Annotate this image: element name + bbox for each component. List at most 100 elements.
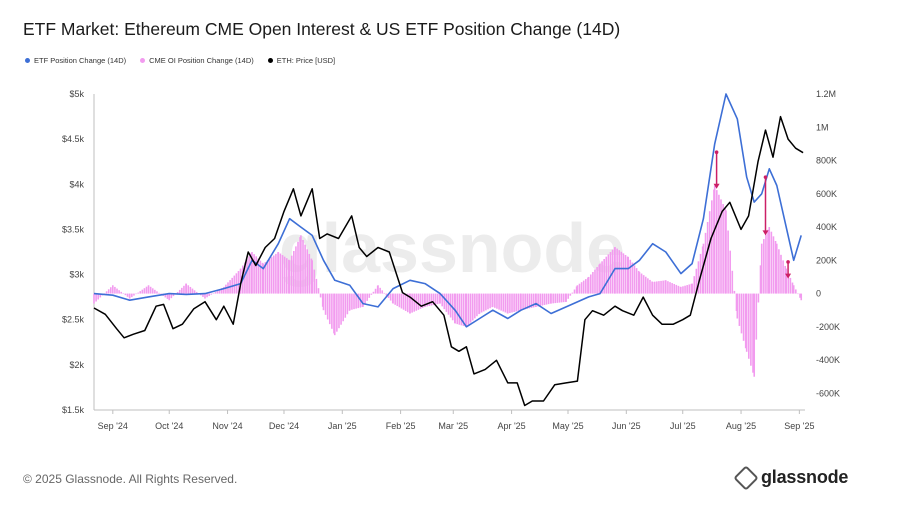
cme-oi-bar [333, 293, 336, 336]
cme-oi-bar [722, 204, 724, 294]
cme-oi-bar [413, 293, 415, 312]
cme-oi-bar [587, 276, 590, 294]
cme-oi-bar [775, 243, 778, 294]
cme-oi-bar [780, 254, 782, 294]
cme-oi-bar [202, 293, 204, 297]
cme-oi-bar [556, 293, 559, 303]
cme-oi-bar [736, 293, 739, 319]
cme-oi-bar [550, 293, 552, 304]
cme-oi-bar [319, 293, 322, 298]
cme-oi-bar [480, 293, 483, 313]
cme-oi-bar [331, 293, 333, 329]
cme-oi-bar [392, 293, 394, 304]
cme-oi-bar [151, 288, 154, 294]
cme-oi-bar [381, 290, 384, 294]
annotation-arrow-head [762, 230, 769, 236]
cme-oi-bar [131, 293, 133, 298]
cme-oi-bar [283, 256, 286, 294]
x-tick-label: Sep '24 [98, 421, 128, 431]
cme-oi-bar [740, 293, 743, 334]
cme-oi-bar [220, 288, 223, 294]
cme-oi-bar [467, 293, 470, 325]
cme-oi-bar [462, 293, 465, 326]
cme-oi-bar [235, 273, 238, 294]
cme-oi-bar [738, 293, 741, 326]
cme-oi-bar [785, 268, 787, 294]
cme-oi-bar [338, 293, 340, 329]
cme-oi-bar [326, 293, 329, 320]
cme-oi-bar [772, 236, 775, 294]
legend-item-eth[interactable]: ETH: Price [USD] [267, 56, 335, 65]
x-tick-label: Nov '24 [212, 421, 242, 431]
cme-oi-bar [504, 293, 507, 313]
cme-oi-bar [396, 293, 399, 307]
cme-oi-bar [750, 293, 752, 366]
cme-oi-bar [671, 283, 673, 294]
cme-oi-bar [195, 291, 198, 294]
cme-oi-bar [680, 286, 682, 294]
cme-oi-bar [95, 293, 97, 302]
etf-position-line [93, 93, 802, 328]
cme-oi-bar [185, 283, 187, 294]
cme-oi-bar [357, 293, 360, 309]
cme-oi-bar [128, 293, 131, 299]
cme-oi-bar [366, 293, 368, 301]
cme-oi-bar [599, 263, 601, 294]
watermark-text: glassnode [279, 209, 625, 287]
cme-oi-bar [708, 211, 711, 294]
cme-oi-bar [336, 293, 338, 332]
cme-oi-bar [633, 265, 636, 294]
cme-oi-bar [214, 292, 217, 294]
cme-oi-bar [765, 234, 767, 294]
cme-oi-bar [304, 244, 306, 294]
cme-oi-bar [596, 267, 598, 294]
cme-oi-bar [279, 253, 282, 294]
cme-oi-bar [616, 248, 618, 294]
cme-oi-bar [187, 285, 190, 294]
cme-oi-bar [482, 293, 485, 312]
legend-item-etf[interactable]: ETF Position Change (14D) [25, 56, 126, 65]
cme-oi-bar [513, 293, 515, 312]
cme-oi-bar [524, 293, 526, 310]
y-left-tick-label: $2.5k [62, 315, 85, 325]
legend-item-cme[interactable]: CME OI Position Change (14D) [140, 56, 254, 65]
cme-oi-bar [297, 241, 299, 294]
cme-oi-bar [605, 256, 608, 294]
cme-oi-bar [753, 293, 756, 377]
cme-oi-bar [355, 293, 357, 309]
cme-oi-bar [469, 293, 472, 323]
cme-oi-bar [218, 289, 221, 294]
cme-oi-bar [259, 260, 262, 294]
cme-oi-bar [644, 276, 647, 294]
cme-oi-bar [379, 287, 381, 294]
cme-oi-bar [759, 265, 762, 294]
legend-label-etf: ETF Position Change (14D) [34, 56, 127, 65]
cme-oi-bar [406, 293, 409, 313]
cme-oi-bar [389, 293, 392, 301]
cme-oi-bar [675, 284, 678, 294]
cme-oi-bar [778, 249, 780, 294]
cme-oi-bar [170, 293, 173, 299]
cme-oi-bar [742, 293, 745, 341]
cme-oi-bar [441, 293, 443, 307]
cme-oi-bar [635, 268, 638, 294]
cme-oi-bar [253, 254, 255, 294]
cme-oi-bar [116, 288, 118, 294]
cme-oi-bar [716, 190, 718, 294]
y-right-tick-label: 400K [816, 222, 837, 232]
cme-oi-bar [160, 293, 162, 295]
cme-oi-bar [275, 253, 277, 294]
cme-oi-bar [789, 277, 792, 294]
cme-oi-bar [792, 285, 795, 294]
cme-oi-bar [237, 271, 240, 294]
cme-oi-bar [638, 271, 641, 294]
cme-oi-bar [491, 293, 494, 307]
copyright-footer: © 2025 Glassnode. All Rights Reserved. [23, 472, 238, 486]
cme-oi-bar [342, 293, 344, 322]
cme-oi-bar [569, 293, 572, 296]
cme-oi-bar [522, 293, 524, 310]
cme-oi-bar [385, 293, 388, 296]
cme-oi-bar [120, 291, 123, 294]
cme-oi-bar [760, 243, 763, 294]
cme-oi-bar [642, 275, 645, 294]
